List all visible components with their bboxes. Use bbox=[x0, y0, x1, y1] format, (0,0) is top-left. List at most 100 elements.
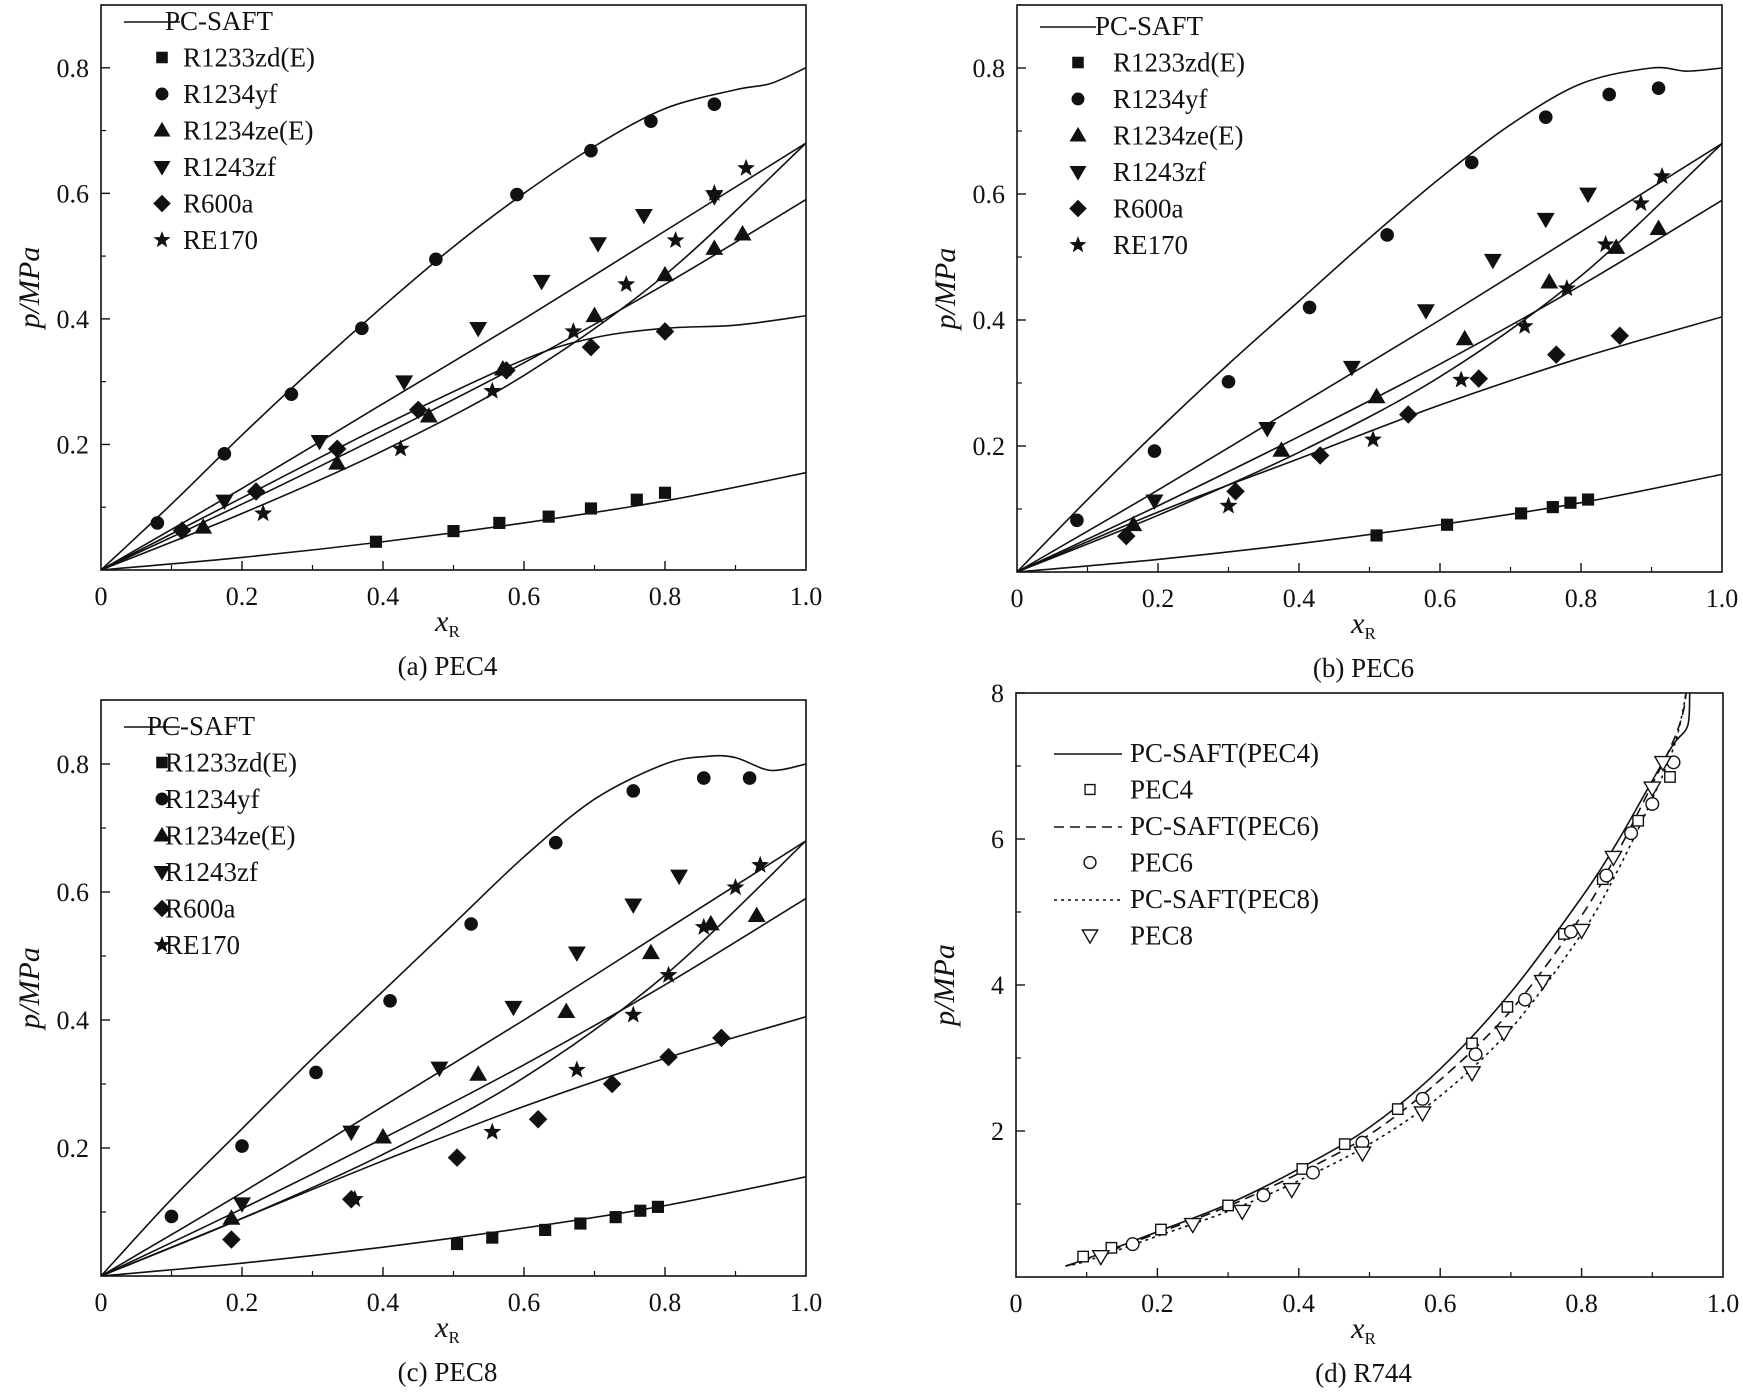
data-point-re170 bbox=[1596, 234, 1615, 253]
data-point-r1243zf bbox=[1416, 304, 1435, 320]
plot-frame bbox=[1015, 692, 1724, 1278]
x-tick-label: 1.0 bbox=[790, 1288, 823, 1317]
data-point-r1233zd-e bbox=[651, 1200, 665, 1213]
legend-marker-r1234yf bbox=[155, 87, 169, 101]
data-point-pec6 bbox=[1645, 796, 1660, 811]
legend-label-pc-saft-pec6: PC-SAFT(PEC6) bbox=[1130, 811, 1319, 841]
panel-c: 0 0.2 0.4 0.6 0.8 1.0 0.2 0.4 0.6 0.8 xR p/MPa (c) P… bbox=[13, 699, 823, 1387]
data-point-pec8 bbox=[1533, 974, 1553, 991]
legend-label-r1234ze-e: R1234ze(E) bbox=[183, 116, 313, 146]
data-point-pec4 bbox=[1222, 1199, 1235, 1212]
data-point-r1234ze-e bbox=[705, 239, 724, 255]
legend-marker-pec6 bbox=[1083, 855, 1097, 870]
legend-label-r600a: R600a bbox=[165, 894, 236, 924]
data-point-re170 bbox=[1653, 166, 1672, 184]
y-tick-label: 0.8 bbox=[57, 750, 90, 779]
x-tick-label: 0.6 bbox=[1424, 1289, 1457, 1318]
legend: PC-SAFT R1233zd(E) R1234yf R1234ze(E) R1243z… bbox=[1040, 11, 1245, 260]
data-point-pec6 bbox=[1256, 1188, 1271, 1203]
data-point-r1243zf bbox=[1483, 253, 1502, 270]
data-point-r1233zd-e bbox=[447, 525, 460, 538]
data-point-r600a bbox=[1547, 345, 1566, 364]
x-tick-label: 0.6 bbox=[508, 582, 541, 611]
data-point-pec8 bbox=[1642, 781, 1662, 798]
data-point-r600a bbox=[655, 322, 675, 341]
legend-label-pc-saft: PC-SAFT bbox=[147, 711, 256, 741]
data-point-r1233zd-e bbox=[1440, 518, 1454, 531]
data-point-r1234ze-e bbox=[328, 454, 347, 470]
data-point-r600a bbox=[1610, 326, 1630, 346]
data-point-r600a bbox=[1226, 482, 1245, 501]
data-point-r1233zd-e bbox=[1564, 496, 1577, 509]
data-point-r1233zd-e bbox=[584, 502, 598, 515]
legend-label-r1233zd-e: R1233zd(E) bbox=[183, 43, 315, 73]
data-point-r1234yf bbox=[1602, 87, 1616, 102]
panel-b: 0 0.2 0.4 0.6 0.8 1.0 0.2 0.4 0.6 0.8 xR p/MPa (b) P… bbox=[929, 4, 1738, 683]
x-tick-label: 0 bbox=[1011, 584, 1024, 613]
data-point-r1233zd-e bbox=[486, 1231, 499, 1244]
data-points bbox=[1070, 81, 1672, 546]
data-point-r1243zf bbox=[430, 1061, 449, 1078]
data-point-r600a bbox=[581, 337, 601, 357]
data-point-pec8 bbox=[1604, 850, 1623, 867]
data-point-r1234yf bbox=[548, 835, 563, 850]
x-tick-label: 1.0 bbox=[790, 582, 823, 611]
data-point-r1243zf bbox=[624, 898, 643, 914]
data-point-re170 bbox=[624, 1005, 643, 1023]
data-point-re170 bbox=[659, 965, 678, 983]
data-point-r1234ze-e bbox=[1540, 273, 1559, 289]
y-tick-label: 0.2 bbox=[57, 430, 90, 459]
data-point-r1233zd-e bbox=[493, 516, 506, 530]
legend-label-r1233zd-e: R1233zd(E) bbox=[165, 748, 297, 778]
y-axis-label: p/MPa bbox=[929, 248, 962, 332]
x-tick-label: 0 bbox=[1010, 1289, 1023, 1318]
panel-d: 0 0.2 0.4 0.6 0.8 1.0 2 4 6 8 xR p/MPa (d) R744 PC-SA… bbox=[928, 679, 1739, 1388]
data-point-r1234yf bbox=[696, 771, 711, 785]
y-tick-label: 0.8 bbox=[57, 54, 90, 83]
data-point-r1243zf bbox=[1536, 212, 1555, 229]
data-point-re170 bbox=[1557, 279, 1576, 297]
data-point-r1233zd-e bbox=[539, 1223, 552, 1236]
data-point-re170 bbox=[483, 381, 502, 399]
legend-marker-r1234yf bbox=[1071, 92, 1085, 106]
data-point-pec4 bbox=[1391, 1103, 1404, 1116]
legend-label-pc-saft-pec8: PC-SAFT(PEC8) bbox=[1130, 884, 1319, 914]
data-point-r1234ze-e bbox=[1272, 441, 1291, 457]
legend-label-r1243zf: R1243zf bbox=[183, 152, 276, 182]
data-point-pec4 bbox=[1664, 771, 1676, 783]
data-point-pec6 bbox=[1468, 1047, 1483, 1062]
data-point-re170 bbox=[1364, 430, 1382, 448]
x-axis-label-subscript: R bbox=[448, 1328, 460, 1347]
data-point-r1234ze-e bbox=[641, 943, 660, 960]
y-tick-label: 8 bbox=[991, 679, 1004, 708]
legend-marker-r1233zd-e bbox=[1072, 56, 1084, 69]
data-point-pec8 bbox=[1413, 1106, 1432, 1123]
data-point-r1234yf bbox=[355, 321, 369, 336]
y-tick-label: 2 bbox=[991, 1117, 1004, 1146]
data-point-r600a bbox=[1117, 526, 1136, 546]
data-point-r1234yf bbox=[510, 187, 524, 202]
data-point-r1234ze-e bbox=[1367, 387, 1386, 404]
data-point-r1234yf bbox=[1651, 81, 1666, 95]
data-point-pec8 bbox=[1183, 1217, 1203, 1234]
data-point-r1234yf bbox=[584, 143, 598, 158]
data-point-r1234yf bbox=[150, 516, 165, 530]
data-point-pec8 bbox=[1494, 1025, 1514, 1042]
legend-marker-r1243zf bbox=[1069, 165, 1087, 181]
data-point-re170 bbox=[726, 878, 745, 896]
x-tick-label: 0 bbox=[95, 582, 108, 611]
x-tick-label: 0.2 bbox=[1141, 1289, 1174, 1318]
data-point-r600a bbox=[1310, 446, 1330, 465]
legend-label-r1243zf: R1243zf bbox=[1113, 157, 1206, 187]
data-point-r600a bbox=[602, 1074, 622, 1094]
data-point-r1243zf bbox=[1145, 494, 1164, 510]
data-point-r1233zd-e bbox=[574, 1217, 587, 1230]
data-point-r600a bbox=[1469, 369, 1489, 388]
panel-caption: (d) R744 bbox=[1315, 1358, 1412, 1388]
y-tick-label: 0.4 bbox=[973, 306, 1006, 335]
data-point-re170 bbox=[666, 231, 685, 249]
y-tick-label: 0.2 bbox=[57, 1134, 90, 1163]
data-point-r1234ze-e bbox=[747, 906, 766, 923]
data-point-r1234yf bbox=[164, 1209, 179, 1224]
legend-marker-pec4 bbox=[1084, 783, 1096, 796]
